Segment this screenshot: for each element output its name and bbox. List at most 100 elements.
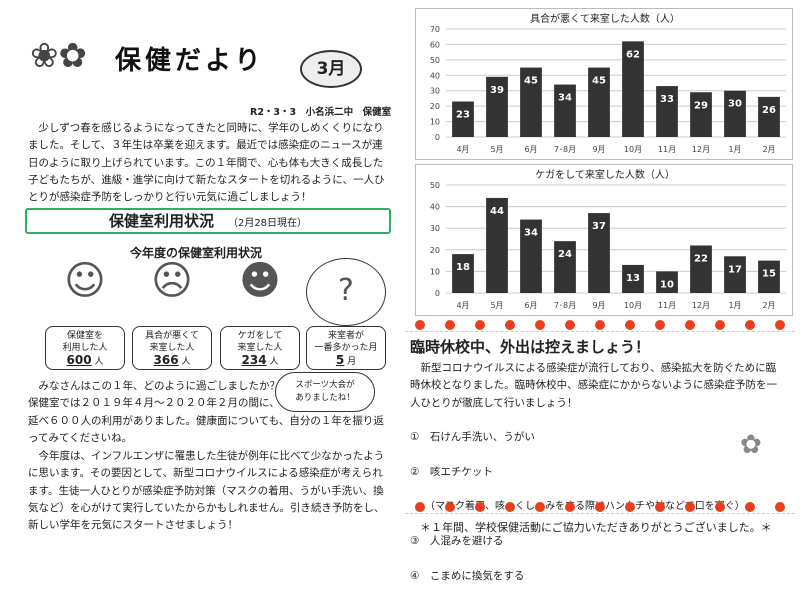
chart-title: 具合が悪くて来室した人数（人）	[530, 12, 680, 25]
y-tick-label: 60	[430, 40, 440, 49]
data-label: 62	[626, 49, 640, 60]
section-title: 保健室利用状況	[108, 212, 214, 230]
data-label: 45	[524, 76, 538, 87]
y-tick-label: 0	[435, 289, 440, 298]
stat-value: 600	[66, 353, 92, 367]
stat-box-busiest-month: 来室者が 一番多かった月 5 月	[306, 326, 386, 370]
x-tick-label: 10月	[624, 145, 642, 154]
speech-bubble: スポーツ大会が ありましたね！	[275, 372, 375, 412]
chart-injury-visits: 0 10 20 30 40 50 ケガをして来室した人数（人） 18 4月 44 5月 34 6月 24 7…	[415, 164, 793, 316]
chart-sick-visits: 0 10 20 30 40 50 60 70 具合が悪くて来室した人数（人） 23 4月 39 5月 45…	[415, 8, 793, 160]
x-tick-label: 5月	[490, 301, 503, 310]
sick-student-illustration: ☹	[151, 258, 193, 304]
stat-label: 来室者が 一番多かった月	[314, 331, 378, 353]
y-tick-label: 10	[430, 118, 440, 127]
data-label: 29	[694, 100, 708, 111]
bar	[690, 92, 712, 137]
bar	[724, 256, 746, 293]
stat-value: 366	[153, 353, 179, 367]
data-label: 10	[660, 279, 674, 290]
stat-unit: 人	[181, 357, 191, 367]
bar	[758, 260, 780, 293]
x-tick-label: 4月	[456, 145, 469, 154]
list-item: （マスク着用、咳・くしゃみをする際はハンカチや袖などで口を塞ぐ）	[410, 501, 745, 513]
data-label: 23	[456, 110, 470, 121]
bar	[520, 219, 542, 293]
bar	[690, 245, 712, 293]
x-tick-label: 1月	[728, 301, 741, 310]
x-tick-label: 1月	[728, 145, 741, 154]
data-label: 24	[558, 249, 572, 260]
x-tick-label: 2月	[762, 145, 775, 154]
y-tick-label: 30	[430, 224, 440, 233]
bar	[452, 254, 474, 293]
x-tick-label: 7･8月	[554, 145, 576, 154]
stat-label: ケガをして 来室した人	[237, 331, 283, 353]
student-at-door-illustration: ☺	[64, 258, 106, 304]
data-label: 18	[456, 262, 470, 273]
y-tick-label: 40	[430, 71, 440, 80]
y-tick-label: 20	[430, 102, 440, 111]
x-tick-label: 12月	[692, 301, 710, 310]
y-tick-label: 50	[430, 181, 440, 190]
newsletter-title: 保健だより	[115, 46, 265, 76]
data-label: 33	[660, 94, 674, 105]
x-tick-label: 5月	[490, 145, 503, 154]
calendar-question-icon: ?	[306, 258, 386, 326]
x-tick-label: 4月	[456, 301, 469, 310]
y-tick-label: 40	[430, 203, 440, 212]
data-label: 15	[762, 269, 776, 280]
x-tick-label: 9月	[592, 145, 605, 154]
notice-text: 新型コロナウイルスによる感染症が流行しており、感染拡大を防ぐために臨時休校となり…	[410, 362, 777, 409]
list-item: ① 石けん手洗い、うがい	[410, 431, 535, 444]
bar	[622, 41, 644, 137]
section-header: 保健室利用状況 （2月28日現在）	[25, 208, 391, 234]
y-tick-label: 70	[430, 25, 440, 34]
data-label: 34	[558, 93, 572, 104]
x-tick-label: 9月	[592, 301, 605, 310]
injured-student-illustration: ☻	[239, 258, 281, 304]
y-tick-label: 10	[430, 267, 440, 276]
usage-title: 今年度の保健室利用状況	[130, 246, 263, 260]
section-note: （2月28日現在）	[227, 218, 308, 229]
y-tick-label: 0	[435, 133, 440, 142]
bar	[554, 84, 576, 137]
data-label: 26	[762, 105, 776, 116]
body-paragraph-1: みなさんはこの１年、どのように過ごしましたか？ 保健室では２０１９年４月～２０２…	[28, 380, 384, 444]
stat-unit: 月	[347, 357, 357, 367]
tulip-illustration: ❀✿	[30, 36, 87, 76]
y-tick-label: 30	[430, 87, 440, 96]
x-tick-label: 2月	[762, 301, 775, 310]
data-label: 39	[490, 85, 504, 96]
stat-box-total: 保健室を 利用した人 600 人	[45, 326, 125, 370]
y-tick-label: 20	[430, 246, 440, 255]
flower-border-top	[405, 318, 795, 332]
stat-value: 234	[241, 353, 267, 367]
data-label: 13	[626, 273, 640, 284]
stat-unit: 人	[94, 357, 104, 367]
date-line: R2・3・3 小名浜二中 保健室	[250, 107, 392, 118]
data-label: 30	[728, 99, 742, 110]
bar	[554, 241, 576, 293]
bar	[452, 101, 474, 137]
data-label: 22	[694, 253, 708, 264]
bar	[656, 86, 678, 137]
x-tick-label: 6月	[524, 145, 537, 154]
data-label: 45	[592, 76, 606, 87]
x-tick-label: 6月	[524, 301, 537, 310]
data-label: 37	[592, 221, 606, 232]
flower-border-bottom	[405, 500, 795, 514]
x-tick-label: 7･8月	[554, 301, 576, 310]
data-label: 34	[524, 228, 538, 239]
data-label: 17	[728, 264, 742, 275]
stat-box-injury: ケガをして 来室した人 234 人	[220, 326, 300, 370]
notice-title: 臨時休校中、外出は控えましょう！	[410, 338, 651, 356]
bar	[724, 90, 746, 137]
x-tick-label: 11月	[658, 301, 676, 310]
bar	[520, 67, 542, 137]
stat-label: 具合が悪くて 来室した人	[145, 331, 199, 353]
stat-unit: 人	[269, 357, 279, 367]
bar	[656, 271, 678, 293]
x-tick-label: 10月	[624, 301, 642, 310]
stat-value: 5	[335, 353, 345, 367]
